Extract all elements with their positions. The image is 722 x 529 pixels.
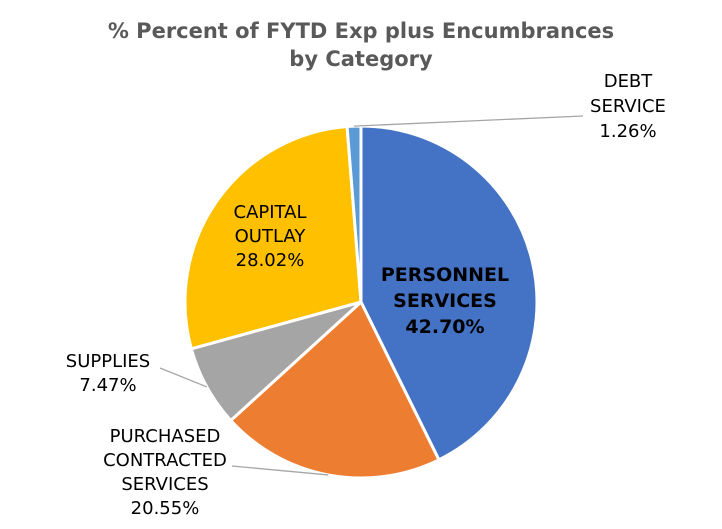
data-label-debt-service: DEBT SERVICE 1.26% [590,71,666,142]
data-label-supplies: SUPPLIES 7.47% [66,351,150,396]
data-label-line: 42.70% [405,316,484,338]
pie-slice-personnel-services [359,124,539,462]
data-label-line: 28.02% [236,250,305,271]
data-label-personnel-services: PERSONNEL SERVICES 42.70% [381,264,509,338]
data-label-capital-outlay: CAPITAL OUTLAY 28.02% [234,202,307,271]
data-label-line: 20.55% [131,498,200,519]
pie-slice-capital-outlay [183,125,363,351]
leader-line-purchased-contracted-services [231,465,329,476]
pie-slice-purchased-contracted-services [229,300,441,480]
data-label-line: PERSONNEL [381,264,509,286]
leader-line-debt-service [354,115,584,127]
chart-title-line-2: by Category [289,47,433,71]
data-label-line: SERVICE [590,96,666,117]
data-label-line: SERVICES [121,474,208,495]
data-label-line: OUTLAY [235,226,307,247]
data-label-line: PURCHASED [110,426,221,447]
data-labels: PERSONNEL SERVICES 42.70% PURCHASED CONTRACT… [66,71,666,519]
chart-title: % Percent of FYTD Exp plus Encumbrances … [108,19,614,71]
data-label-line: 1.26% [599,121,656,142]
data-label-line: CONTRACTED [103,450,227,471]
data-label-line: 7.47% [79,375,136,396]
data-label-line: CAPITAL [234,202,307,223]
data-label-line: SERVICES [393,290,497,312]
data-label-line: SUPPLIES [66,351,150,372]
leader-line-supplies [159,367,208,388]
data-label-purchased-contracted-services: PURCHASED CONTRACTED SERVICES 20.55% [103,426,227,519]
data-label-line: DEBT [604,71,654,92]
leader-lines [159,115,584,476]
chart-title-line-1: % Percent of FYTD Exp plus Encumbrances [108,19,614,43]
